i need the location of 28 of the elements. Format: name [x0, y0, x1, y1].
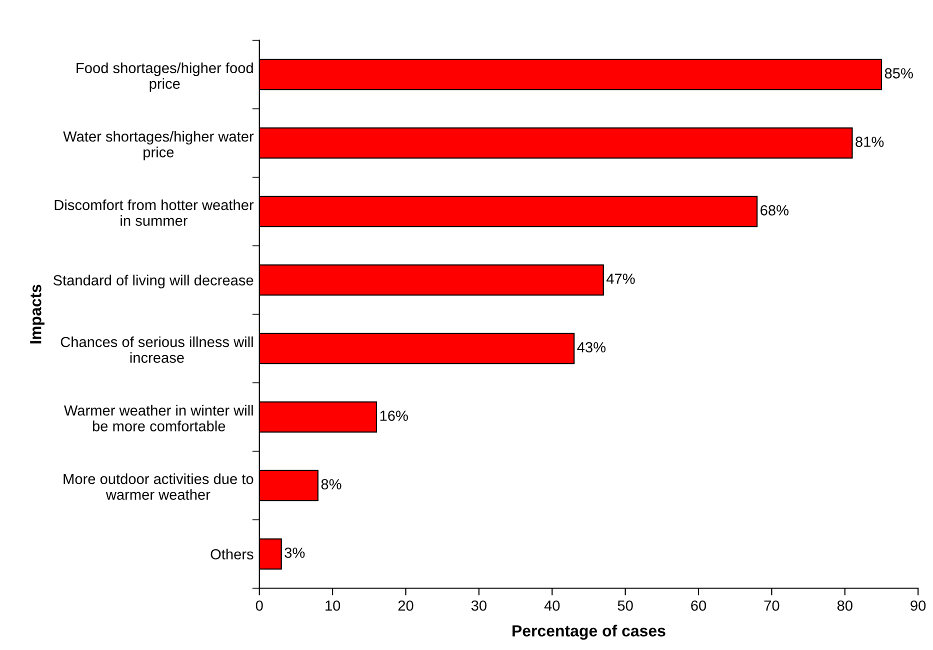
y-tick-label: More outdoor activities due to warmer weather [64, 473, 254, 500]
y-tick-label: Warmer weather in winter will be more comfortable [64, 404, 253, 432]
data-label: 3% [284, 548, 305, 558]
x-tick-label: 60 [691, 600, 706, 611]
x-tick-label: 70 [764, 600, 780, 611]
x-axis-title: Percentage of cases [512, 624, 666, 640]
data-label: 43% [577, 342, 606, 352]
x-tick-label: 90 [910, 600, 926, 611]
data-label: 47% [606, 274, 635, 284]
y-tick-label: Discomfort from hotter weather in summer [54, 199, 254, 226]
x-tick-label: 40 [544, 600, 560, 611]
y-tick-label: Food shortages/higher food price [76, 62, 253, 92]
data-label: 16% [380, 410, 408, 421]
y-axis-title: Impacts [30, 284, 44, 344]
data-label: 8% [321, 479, 342, 490]
x-tick-label: 80 [837, 600, 852, 611]
x-tick-label: 10 [326, 600, 340, 611]
x-tick-label: 20 [398, 600, 414, 611]
y-tick-label: Chances of serious illness will increase [60, 336, 253, 363]
x-tick-label: 30 [471, 600, 486, 611]
y-tick-label: Others [210, 548, 254, 560]
x-tick-label: 0 [256, 600, 263, 611]
y-tick-label: Water shortages/higher water price [63, 130, 254, 160]
x-tick-label: 50 [618, 600, 633, 611]
data-label: 81% [856, 136, 884, 147]
y-tick-label: Standard of living will decrease [53, 274, 254, 288]
data-label: 85% [884, 68, 913, 78]
data-label: 68% [760, 205, 789, 216]
